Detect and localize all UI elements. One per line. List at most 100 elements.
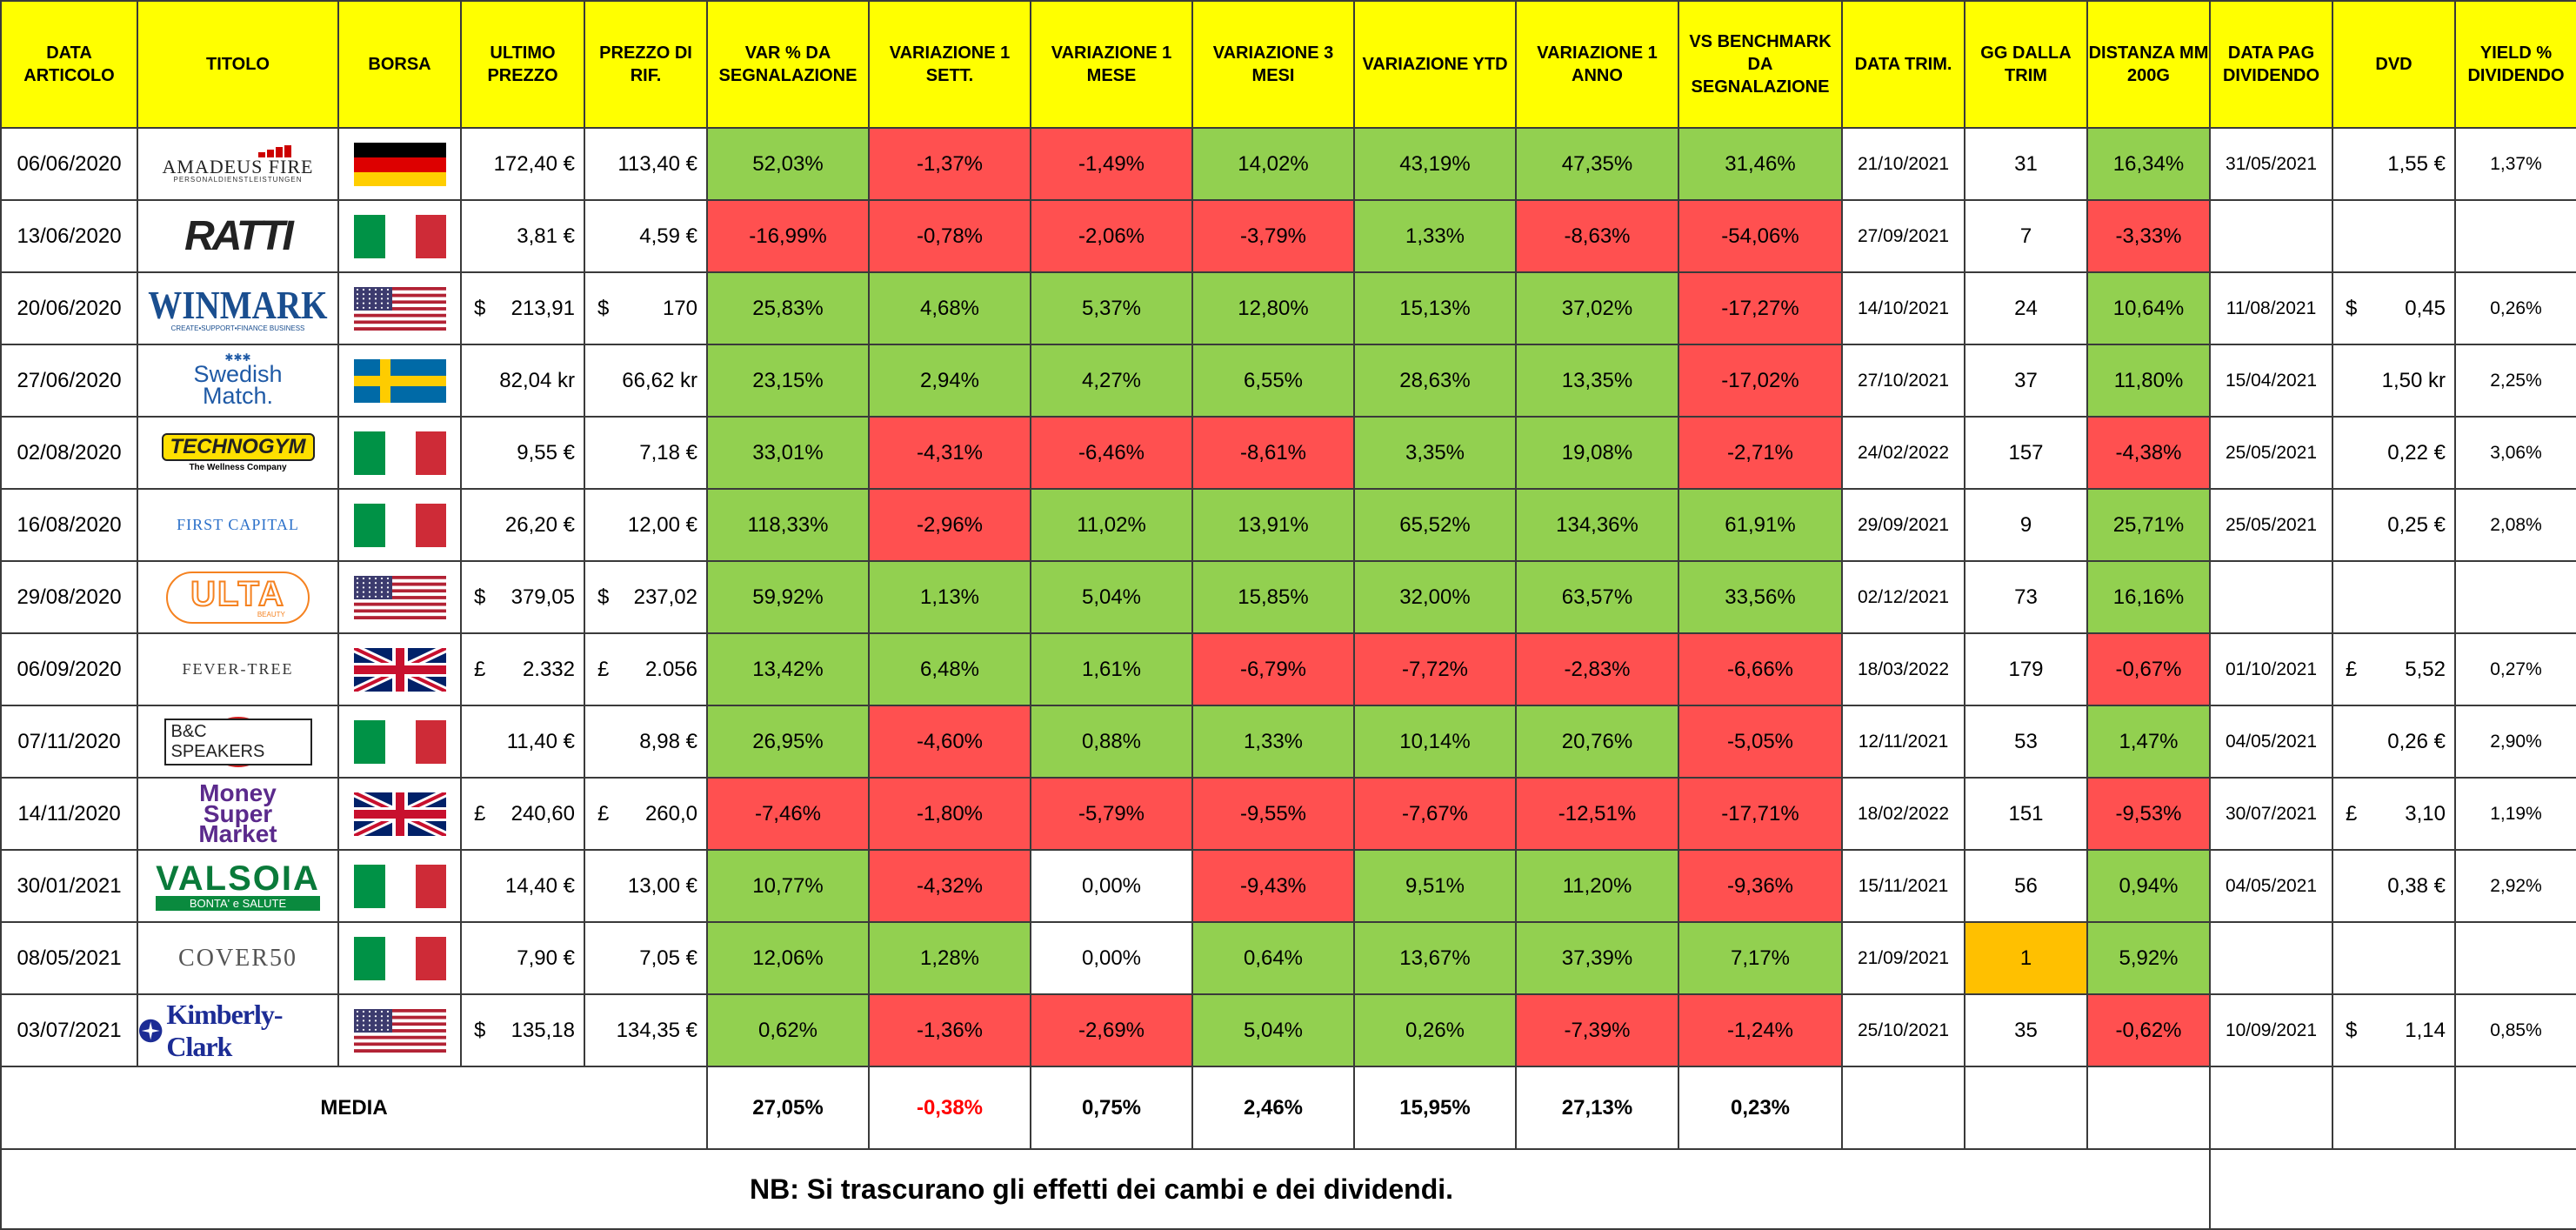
header-var-1-mese: VARIAZIONE 1 MESE <box>1030 0 1193 129</box>
distanza-mm: 16,34% <box>2086 127 2211 201</box>
data-articolo: 16/08/2020 <box>0 488 138 562</box>
header-vs-benchmark: VS BENCHMARK DA SEGNALAZIONE <box>1678 0 1843 129</box>
dvd-value: 3,10 <box>2405 801 2446 826</box>
gg-dalla-trim: 1 <box>1964 921 2088 995</box>
var-1-mese: -5,79% <box>1030 777 1193 851</box>
header-gg-dalla-trim: GG DALLA TRIM <box>1964 0 2088 129</box>
data-trim: 15/11/2021 <box>1841 849 1965 923</box>
var-1-anno: 47,35% <box>1515 127 1679 201</box>
media-label: MEDIA <box>0 1066 708 1150</box>
var-1-sett: 4,68% <box>868 271 1031 345</box>
var-segnalazione: 52,03% <box>706 127 870 201</box>
var-segnalazione: 23,15% <box>706 344 870 418</box>
var-1-anno: 63,57% <box>1515 560 1679 634</box>
media-var: 27,05% <box>706 1066 870 1150</box>
data-articolo: 03/07/2021 <box>0 993 138 1067</box>
var-1-anno: 11,20% <box>1515 849 1679 923</box>
logo-text: TECHNOGYM <box>170 435 306 458</box>
distanza-mm: 10,64% <box>2086 271 2211 345</box>
distanza-mm: -3,33% <box>2086 199 2211 273</box>
var-1-anno: 20,76% <box>1515 705 1679 779</box>
header-var-1-sett: VARIAZIONE 1 SETT. <box>868 0 1031 129</box>
var-3-mesi: 6,55% <box>1191 344 1355 418</box>
ultimo-prezzo-value: 213,91 <box>511 296 575 320</box>
exchange-flag-icon <box>337 921 462 995</box>
logo-text-3: Market <box>198 820 277 848</box>
exchange-flag-icon <box>337 849 462 923</box>
gg-dalla-trim: 73 <box>1964 560 2088 634</box>
media-a1: 27,13% <box>1515 1066 1679 1150</box>
dvd-value: 0,45 <box>2405 296 2446 320</box>
company-logo: Money Super Market <box>137 777 339 851</box>
data-trim: 29/09/2021 <box>1841 488 1965 562</box>
data-articolo: 06/09/2020 <box>0 632 138 706</box>
company-logo: VALSOIA BONTA' e SALUTE <box>137 849 339 923</box>
var-ytd: 28,63% <box>1353 344 1517 418</box>
logo-text: WINMARK <box>148 282 328 327</box>
ultimo-prezzo: $213,91 <box>460 271 585 345</box>
header-var-segnalazione: VAR % DA SEGNALAZIONE <box>706 0 870 129</box>
gg-dalla-trim: 35 <box>1964 993 2088 1067</box>
header-var-ytd: VARIAZIONE YTD <box>1353 0 1517 129</box>
header-data-trim: DATA TRIM. <box>1841 0 1965 129</box>
var-segnalazione: 10,77% <box>706 849 870 923</box>
data-trim: 27/09/2021 <box>1841 199 1965 273</box>
data-pag-dividendo: 10/09/2021 <box>2209 993 2333 1067</box>
var-1-mese: -1,49% <box>1030 127 1193 201</box>
yield-dividendo: 3,06% <box>2454 416 2576 490</box>
data-pag-dividendo <box>2209 560 2333 634</box>
dvd: 0,26 € <box>2332 705 2456 779</box>
data-pag-dividendo <box>2209 199 2333 273</box>
dvd-value: 5,52 <box>2405 657 2446 681</box>
data-pag-dividendo: 25/05/2021 <box>2209 488 2333 562</box>
var-1-mese: 1,61% <box>1030 632 1193 706</box>
var-3-mesi: 5,04% <box>1191 993 1355 1067</box>
var-1-sett: -4,31% <box>868 416 1031 490</box>
logo-text: VALSOIA <box>156 859 320 898</box>
dvd <box>2332 199 2456 273</box>
note-row: NB: Si trascurano gli effetti dei cambi … <box>0 1148 2576 1230</box>
var-3-mesi: 0,64% <box>1191 921 1355 995</box>
prezzo-rif-currency: £ <box>597 801 610 826</box>
logo-subtext: The Wellness Company <box>189 463 287 472</box>
yield-dividendo <box>2454 199 2576 273</box>
gg-dalla-trim: 56 <box>1964 849 2088 923</box>
exchange-flag-icon <box>337 488 462 562</box>
prezzo-rif-currency: $ <box>597 585 610 609</box>
media-ytd: 15,95% <box>1353 1066 1517 1150</box>
data-articolo: 30/01/2021 <box>0 849 138 923</box>
media-m1: 0,75% <box>1030 1066 1193 1150</box>
vs-benchmark: -5,05% <box>1678 705 1843 779</box>
note-text: NB: Si trascurano gli effetti dei cambi … <box>0 1148 2211 1230</box>
yield-dividendo: 2,92% <box>2454 849 2576 923</box>
data-trim: 12/11/2021 <box>1841 705 1965 779</box>
ultimo-prezzo: 26,20 € <box>460 488 585 562</box>
logo-text: COVER50 <box>178 944 297 972</box>
prezzo-rif-currency: $ <box>597 296 610 320</box>
var-segnalazione: 33,01% <box>706 416 870 490</box>
data-trim: 18/02/2022 <box>1841 777 1965 851</box>
ultimo-prezzo-currency: £ <box>474 801 486 826</box>
vs-benchmark: -54,06% <box>1678 199 1843 273</box>
vs-benchmark: -9,36% <box>1678 849 1843 923</box>
var-segnalazione: -7,46% <box>706 777 870 851</box>
data-trim: 21/09/2021 <box>1841 921 1965 995</box>
header-var-1-anno: VARIAZIONE 1 ANNO <box>1515 0 1679 129</box>
data-articolo: 20/06/2020 <box>0 271 138 345</box>
logo-subtext: CREATE•SUPPORT•FINANCE BUSINESS <box>170 324 305 332</box>
dvd <box>2332 560 2456 634</box>
data-articolo: 27/06/2020 <box>0 344 138 418</box>
data-articolo: 07/11/2020 <box>0 705 138 779</box>
yield-dividendo: 0,27% <box>2454 632 2576 706</box>
data-pag-dividendo: 30/07/2021 <box>2209 777 2333 851</box>
var-1-anno: -12,51% <box>1515 777 1679 851</box>
prezzo-rif: 7,18 € <box>584 416 708 490</box>
prezzo-rif: 13,00 € <box>584 849 708 923</box>
prezzo-rif: 4,59 € <box>584 199 708 273</box>
media-s1: -0,38% <box>868 1066 1031 1150</box>
var-segnalazione: 59,92% <box>706 560 870 634</box>
logo-text: AMADEUS FIRE <box>162 155 314 177</box>
logo-subtext: BEAUTY <box>257 610 285 618</box>
dvd-currency: £ <box>2346 801 2358 826</box>
